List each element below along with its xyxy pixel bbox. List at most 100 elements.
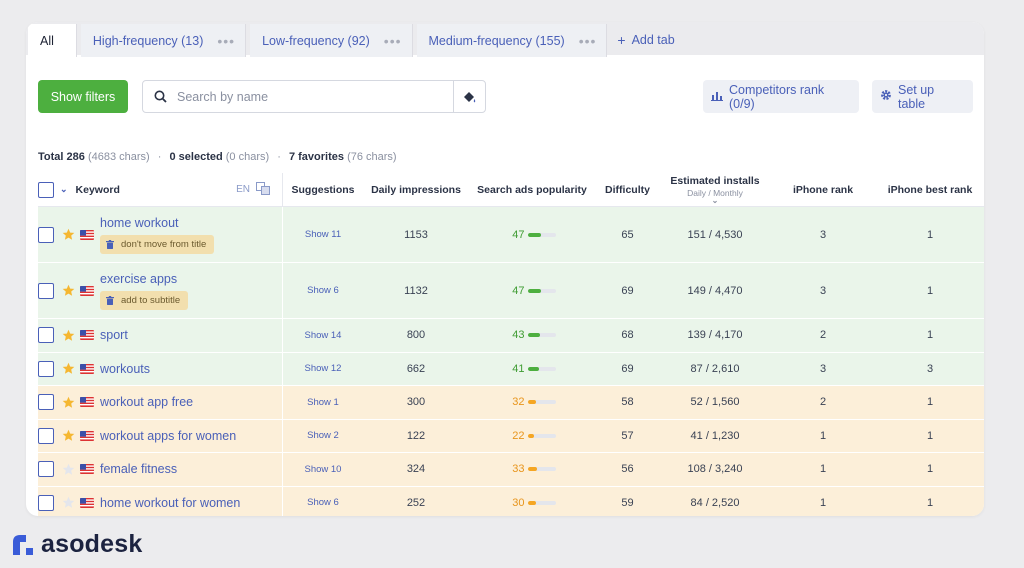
keyword-text[interactable]: home workout [100,215,179,230]
search-input[interactable] [177,89,453,104]
table-row[interactable]: female fitness Show 10 324 33 56 108 / 3,240 1… [38,453,984,487]
us-flag-icon [80,497,94,508]
asodesk-logo-icon [13,534,33,555]
favorite-star-icon[interactable] [62,329,75,342]
table-row[interactable]: home workout don't move from title Show 11… [38,207,984,263]
us-flag-icon [80,464,94,475]
search-box [142,80,486,113]
table-row[interactable]: home workout for women Show 6 252 30 59 84 / … [38,486,984,516]
iphone-rank-value: 3 [819,228,827,241]
translate-icon[interactable] [256,181,270,198]
row-checkbox[interactable] [38,394,54,411]
difficulty-header[interactable]: Difficulty [605,183,650,196]
popularity-bar [527,366,556,371]
popularity-cell: 41 [469,363,595,375]
table-row[interactable]: exercise apps add to subtitle Show 6 1132 47… [38,263,984,319]
popularity-value: 30 [512,496,525,509]
suggestions-link[interactable]: Show 10 [304,463,342,475]
popularity-bar [527,500,556,505]
iphone-best-rank-value: 1 [926,496,934,509]
keyword-text[interactable]: exercise apps [100,271,178,286]
suggestions-link[interactable]: Show 14 [304,329,342,341]
keyword-cell: home workout don't move from title [38,207,283,262]
suggestions-link[interactable]: Show 6 [307,497,339,509]
row-checkbox[interactable] [38,461,54,478]
iphone-best-rank-header[interactable]: iPhone best rank [887,183,973,196]
trash-icon[interactable] [106,295,114,305]
suggestions-link[interactable]: Show 6 [307,285,339,296]
language-toggle[interactable]: EN [236,184,250,195]
tab-all[interactable]: All [28,24,77,57]
tab-label: All [40,33,54,48]
tab-menu-icon[interactable]: ••• [383,32,402,49]
suggestions-link[interactable]: Show 2 [307,430,339,442]
favorite-star-icon[interactable] [62,429,75,442]
row-checkbox[interactable] [38,360,54,377]
keyword-text[interactable]: workouts [100,361,151,376]
table-row[interactable]: sport Show 14 800 43 68 139 / 4,170 2 1 [38,319,984,353]
keyword-text[interactable]: workout app free [100,395,194,410]
us-flag-icon [80,430,94,441]
keyword-note[interactable]: don't move from title [100,234,215,254]
popularity-header[interactable]: Search ads popularity [477,183,587,196]
table-row[interactable]: workout app free Show 1 300 32 58 52 / 1,560 2… [38,386,984,420]
iphone-rank-header[interactable]: iPhone rank [792,183,854,196]
keyword-text[interactable]: home workout for women [100,495,241,510]
popularity-cell: 22 [469,430,595,442]
favorite-star-icon[interactable] [62,284,75,297]
tab-low-frequency[interactable]: Low-frequency (92) ••• [250,24,413,57]
installs-header-label: Estimated installs [670,174,760,187]
keyword-note[interactable]: add to subtitle [100,290,189,310]
row-checkbox[interactable] [38,226,54,243]
select-all-checkbox[interactable] [38,181,54,198]
iphone-rank-value: 2 [819,396,827,409]
paint-bucket-icon[interactable] [453,81,485,112]
installs-value: 151 / 4,530 [687,228,743,241]
tab-menu-icon[interactable]: ••• [578,32,597,49]
tab-high-frequency[interactable]: High-frequency (13) ••• [80,24,247,57]
add-tab-button[interactable]: + Add tab [611,24,674,55]
impressions-header[interactable]: Daily impressions [371,183,461,196]
table-row[interactable]: workout apps for women Show 2 122 22 57 41 / … [38,419,984,453]
tab-menu-icon[interactable]: ••• [217,32,236,49]
iphone-best-rank-value: 1 [926,329,934,342]
impressions-value: 1153 [404,228,428,241]
tab-label: High-frequency (13) [92,33,204,48]
row-checkbox[interactable] [38,427,54,444]
favorite-star-icon[interactable] [62,396,75,409]
separator: · [277,151,281,163]
favorite-star-icon[interactable] [62,228,75,241]
show-filters-button[interactable]: Show filters [38,80,128,113]
favorite-star-icon[interactable] [62,362,75,375]
keyword-text[interactable]: sport [100,328,128,343]
favorite-star-icon[interactable] [62,496,75,509]
trash-icon[interactable] [106,239,114,249]
table-row[interactable]: workouts Show 12 662 41 69 87 / 2,610 3 3 [38,352,984,386]
chevron-down-icon[interactable]: ⌄ [60,184,68,194]
competitors-rank-label: Competitors rank (0/9) [729,82,825,111]
keyword-cell: workout apps for women [38,419,283,452]
competitors-rank-button[interactable]: Competitors rank (0/9) [703,80,859,113]
suggestions-link[interactable]: Show 1 [307,396,339,408]
tab-medium-frequency[interactable]: Medium-frequency (155) ••• [416,24,608,57]
keyword-text[interactable]: workout apps for women [100,428,237,443]
suggestions-link[interactable]: Show 11 [304,229,342,240]
suggestions-link[interactable]: Show 12 [304,363,342,375]
row-checkbox[interactable] [38,327,54,344]
keyword-text[interactable]: female fitness [100,462,178,477]
popularity-bar-fill [527,400,537,405]
sort-toggle-icon[interactable]: ⌄ [711,195,719,205]
difficulty-value: 58 [621,396,634,409]
row-checkbox[interactable] [38,282,54,299]
row-checkbox[interactable] [38,494,54,511]
set-up-table-button[interactable]: Set up table [872,80,973,113]
installs-value: 84 / 2,520 [690,496,740,509]
gear-icon [880,89,898,104]
keyword-header-label[interactable]: Keyword [75,183,120,196]
popularity-value: 47 [512,284,525,297]
popularity-bar [527,333,556,338]
suggestions-header[interactable]: Suggestions [291,183,355,196]
favorite-star-icon[interactable] [62,463,75,476]
brand-name: asodesk [41,530,143,558]
installs-header[interactable]: Estimated installs Daily / Monthly ⌄ [660,175,770,205]
